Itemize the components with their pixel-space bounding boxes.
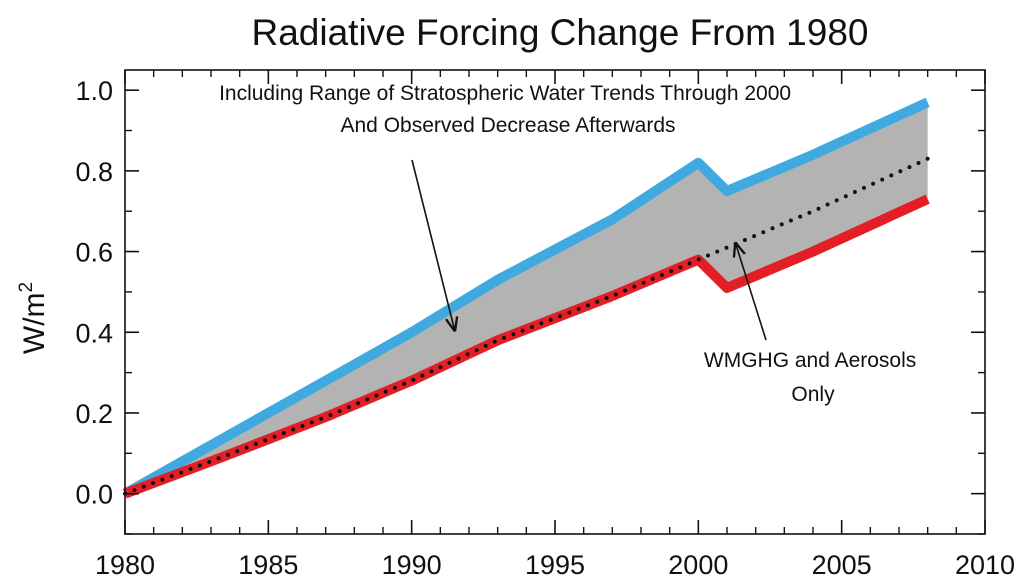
- x-tick-label-2005: 2005: [812, 550, 872, 580]
- x-tick-label-1980: 1980: [95, 550, 155, 580]
- y-tick-label-0-2: 0.2: [75, 399, 113, 429]
- chart-title: Radiative Forcing Change From 1980: [252, 12, 869, 53]
- annotation-arrow-stratospheric-water: [411, 159, 455, 330]
- annotation-stratospheric-water-line-1: Including Range of Stratospheric Water T…: [219, 82, 791, 105]
- x-tick-label-2000: 2000: [668, 550, 728, 580]
- y-axis-label: W/m2: [16, 282, 51, 354]
- annotation-wmghg-aerosols-line-1: WMGHG and Aerosols: [704, 349, 916, 372]
- y-tick-label-0-0: 0.0: [75, 480, 113, 510]
- series-line-lower-bound: [123, 194, 930, 499]
- series-line-upper-bound: [122, 97, 930, 499]
- y-tick-label-1-0: 1.0: [75, 76, 113, 106]
- x-tick-label-1995: 1995: [525, 550, 585, 580]
- y-tick-label-0-8: 0.8: [75, 157, 113, 187]
- annotation-stratospheric-water: Including Range of Stratospheric Water T…: [219, 82, 797, 137]
- annotation-wmghg-aerosols-line-2: Only: [791, 383, 835, 406]
- y-tick-label-0-6: 0.6: [75, 238, 113, 268]
- annotation-wmghg-aerosols: WMGHG and Aerosols Only: [704, 349, 922, 406]
- x-tick-label-1985: 1985: [238, 550, 298, 580]
- annotation-stratospheric-water-line-2: And Observed Decrease Afterwards: [341, 114, 676, 137]
- y-tick-label-0-4: 0.4: [75, 318, 113, 348]
- range-band-area: [125, 102, 928, 494]
- annotation-arrow-wmghg-aerosols: [736, 243, 767, 341]
- y-axis-label-unit: W/m: [18, 292, 51, 354]
- x-tick-label-1990: 1990: [382, 550, 442, 580]
- x-tick-label-2010: 2010: [955, 550, 1015, 580]
- y-axis-label-superscript: 2: [16, 282, 37, 293]
